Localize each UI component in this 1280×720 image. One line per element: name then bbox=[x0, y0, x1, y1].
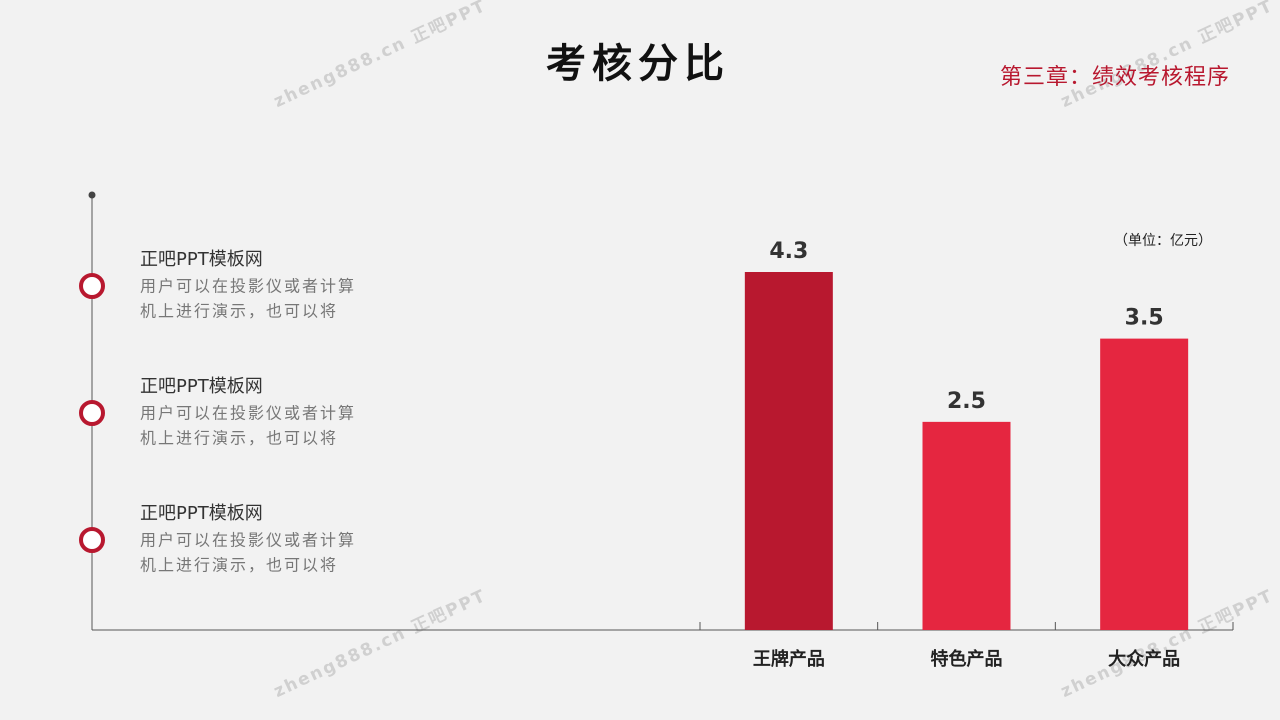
data-label: 2.5 bbox=[947, 389, 986, 414]
x-tick-label: 大众产品 bbox=[1108, 648, 1180, 670]
bar bbox=[1100, 338, 1189, 630]
chapter-label: 第三章：绩效考核程序 bbox=[1000, 65, 1230, 90]
item-text: 机上进行演示，也可以将 bbox=[140, 429, 338, 448]
x-tick-label: 王牌产品 bbox=[753, 648, 825, 670]
timeline-marker bbox=[79, 273, 105, 299]
chart-title: 考核分比 bbox=[546, 41, 730, 87]
data-label: 3.5 bbox=[1125, 306, 1164, 331]
item-text: 机上进行演示，也可以将 bbox=[140, 556, 338, 575]
unit-label: （单位：亿元） bbox=[1114, 233, 1212, 249]
item-text: 用户可以在投影仪或者计算 bbox=[140, 404, 356, 423]
timeline-dot bbox=[88, 191, 96, 199]
timeline-marker bbox=[79, 400, 105, 426]
item-text: 用户可以在投影仪或者计算 bbox=[140, 277, 356, 296]
bar bbox=[744, 272, 833, 630]
bar bbox=[922, 421, 1011, 630]
item-title: 正吧PPT模板网 bbox=[140, 376, 263, 397]
watermark: zheng888.cn 正吧PPT bbox=[271, 586, 490, 702]
timeline-marker bbox=[79, 527, 105, 553]
data-label: 4.3 bbox=[769, 239, 808, 264]
item-title: 正吧PPT模板网 bbox=[140, 249, 263, 270]
item-title: 正吧PPT模板网 bbox=[140, 503, 263, 524]
watermark: zheng888.cn 正吧PPT bbox=[271, 0, 490, 112]
x-tick-label: 特色产品 bbox=[931, 648, 1003, 670]
item-text: 机上进行演示，也可以将 bbox=[140, 302, 338, 321]
item-text: 用户可以在投影仪或者计算 bbox=[140, 531, 356, 550]
watermark: zheng888.cn 正吧PPT bbox=[1058, 0, 1277, 112]
